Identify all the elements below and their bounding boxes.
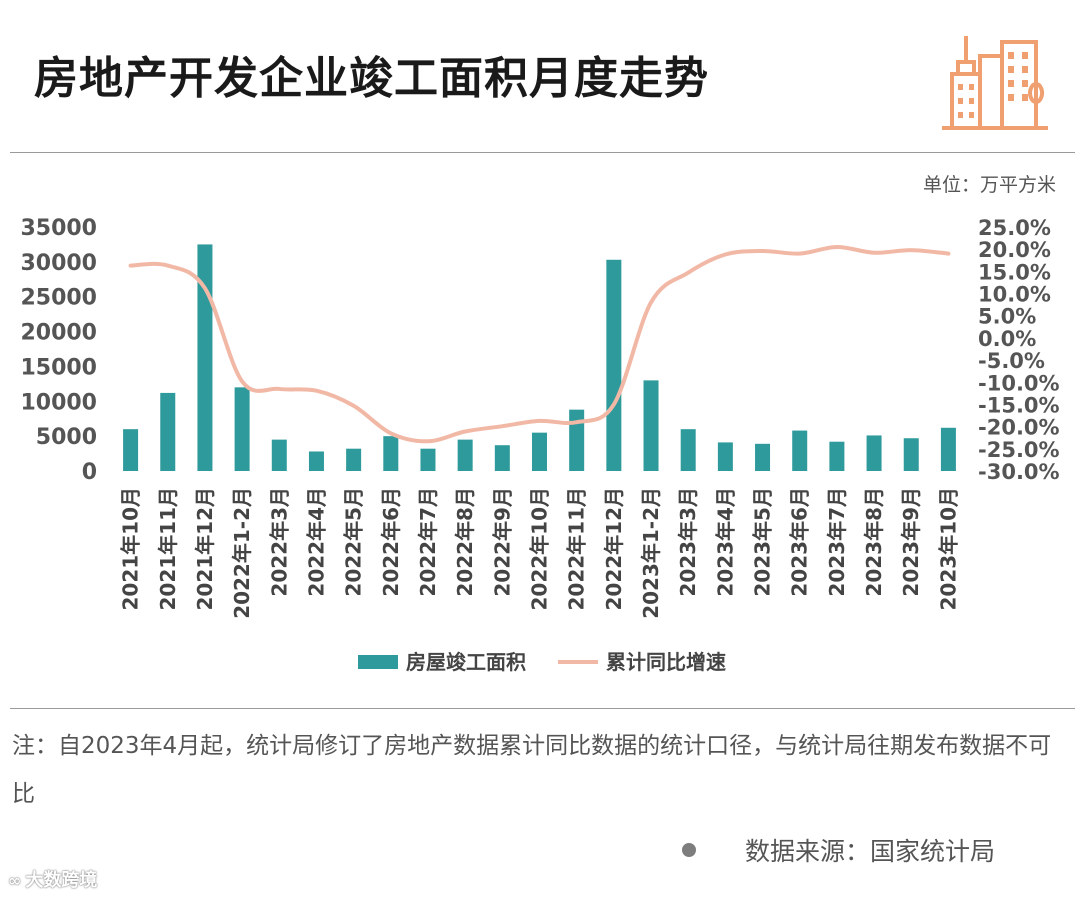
bar (123, 429, 139, 471)
y-right-tick-label: 15.0% (978, 260, 1051, 284)
x-tick-label: 2023年10月 (936, 487, 960, 611)
bar (792, 430, 808, 471)
x-tick-label: 2023年6月 (788, 487, 812, 597)
y-right-tick-label: 0.0% (978, 327, 1036, 351)
bar (643, 380, 659, 471)
bar (569, 409, 585, 471)
bar (197, 244, 213, 471)
x-axis: 2021年10月 2021年11月 2021年12月 2022年1-2月 2022年3月… (119, 487, 961, 619)
footer-divider (10, 708, 1075, 709)
bar (234, 387, 250, 471)
y-right-tick-label: -30.0% (978, 460, 1060, 484)
y-right-tick-label: -15.0% (978, 393, 1060, 417)
data-source: 数据来源：国家统计局 (745, 837, 996, 866)
x-tick-label: 2023年4月 (713, 487, 737, 597)
y-left-tick-label: 5000 (36, 425, 97, 450)
y-right-tick-label: -10.0% (978, 371, 1060, 395)
bar-series (123, 244, 956, 471)
brand-watermark: ∞ 大数跨境 (8, 866, 97, 892)
x-tick-label: 2023年8月 (862, 487, 886, 597)
x-tick-label: 2022年6月 (379, 487, 403, 597)
bar (866, 435, 882, 471)
x-tick-label: 2021年11月 (156, 487, 180, 611)
x-tick-label: 2023年5月 (751, 487, 775, 597)
legend-bar-swatch (358, 655, 398, 669)
bar (271, 439, 287, 471)
y-right-tick-label: -25.0% (978, 438, 1060, 462)
chart-area: 0 5000 10000 15000 20000 25000 30000 35000 -30.… (20, 216, 1060, 674)
x-tick-label: 2023年9月 (899, 487, 923, 597)
bar (346, 448, 362, 471)
x-tick-label: 2022年1-2月 (230, 487, 254, 619)
y-left-tick-label: 15000 (20, 355, 97, 380)
bar (903, 438, 919, 471)
city-buildings-icon (942, 36, 1048, 130)
bar (717, 442, 733, 471)
legend: 房屋竣工面积 累计同比增速 (358, 650, 726, 674)
bar (532, 432, 547, 471)
source-bullet (682, 843, 696, 857)
x-tick-label: 2022年5月 (342, 487, 366, 597)
growth-line (128, 244, 951, 444)
bar (829, 441, 845, 471)
brand-icon: ∞ (8, 871, 22, 890)
footnote: 注：自2023年4月起，统计局修订了房地产数据累计同比数据的统计口径，与统计局往… (12, 733, 1052, 807)
x-tick-label: 2022年11月 (565, 487, 589, 611)
x-tick-label: 2022年10月 (528, 487, 552, 611)
y-right-tick-label: 20.0% (978, 238, 1051, 262)
y-right-axis: -30.0%-25.0%-20.0%-15.0%-10.0%-5.0%0.0%5… (978, 216, 1060, 484)
y-left-tick-label: 25000 (20, 286, 97, 311)
x-tick-label: 2023年3月 (676, 487, 700, 597)
y-left-axis: 0 5000 10000 15000 20000 25000 30000 35000 (20, 216, 97, 485)
y-left-tick-label: 0 (82, 460, 97, 485)
bar (420, 448, 436, 471)
x-tick-label: 2022年9月 (490, 487, 514, 597)
brand-name: 大数跨境 (25, 870, 98, 891)
bar (383, 436, 399, 471)
y-left-tick-label: 20000 (20, 321, 97, 346)
x-tick-label: 2023年7月 (825, 487, 849, 597)
x-tick-label: 2023年1-2月 (639, 487, 663, 619)
chart-title: 房地产开发企业竣工面积月度走势 (34, 53, 709, 104)
y-left-tick-label: 10000 (20, 390, 97, 415)
unit-label: 单位：万平方米 (922, 174, 1056, 196)
bar (606, 259, 622, 471)
header-divider (10, 152, 1075, 153)
y-right-tick-label: -5.0% (978, 349, 1045, 373)
bar (494, 445, 510, 471)
bar (457, 439, 473, 471)
y-right-tick-label: -20.0% (978, 416, 1060, 440)
legend-bar-label: 房屋竣工面积 (406, 650, 526, 674)
bar (940, 427, 956, 471)
y-right-tick-label: 10.0% (978, 283, 1051, 307)
bar (160, 392, 176, 471)
x-tick-label: 2021年12月 (193, 487, 217, 611)
x-tick-label: 2022年8月 (453, 487, 477, 597)
x-tick-label: 2021年10月 (119, 487, 143, 611)
x-tick-label: 2022年12月 (602, 487, 626, 611)
y-left-tick-label: 30000 (20, 251, 97, 276)
y-left-tick-label: 35000 (20, 216, 97, 241)
x-tick-label: 2022年4月 (304, 487, 328, 597)
x-tick-label: 2022年3月 (267, 487, 291, 597)
bar (755, 443, 771, 471)
y-right-tick-label: 25.0% (978, 216, 1051, 240)
legend-line-label: 累计同比增速 (606, 650, 726, 674)
x-tick-label: 2022年7月 (416, 487, 440, 597)
bar (308, 451, 324, 471)
y-right-tick-label: 5.0% (978, 305, 1036, 329)
bar (680, 429, 696, 471)
